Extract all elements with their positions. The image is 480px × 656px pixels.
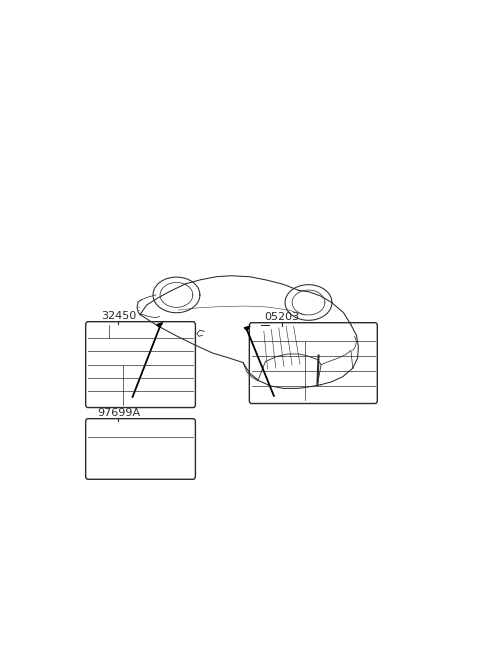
Polygon shape (244, 326, 250, 330)
Text: 97699A: 97699A (97, 408, 140, 418)
Polygon shape (156, 323, 163, 327)
Text: 05203: 05203 (264, 312, 300, 322)
Text: 32450: 32450 (101, 311, 136, 321)
